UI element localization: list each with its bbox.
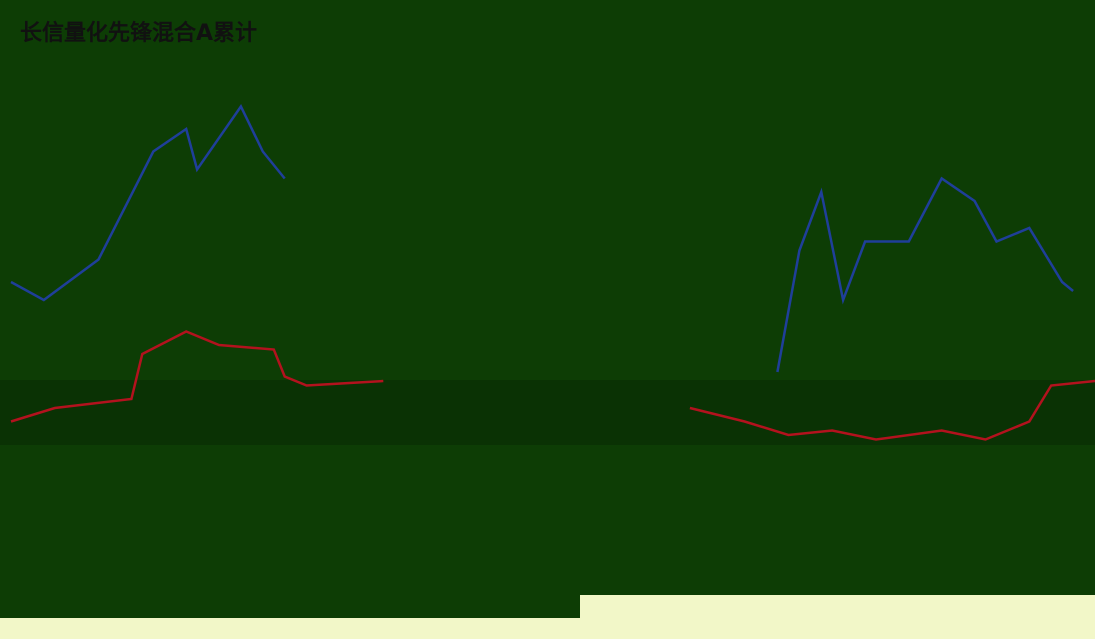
series-line <box>10 330 1095 441</box>
footer-band <box>580 595 1095 639</box>
series-line <box>10 104 1074 373</box>
band <box>0 380 1095 445</box>
footer-band <box>0 618 580 639</box>
chart-title: 长信量化先锋混合A累计 <box>20 20 257 46</box>
